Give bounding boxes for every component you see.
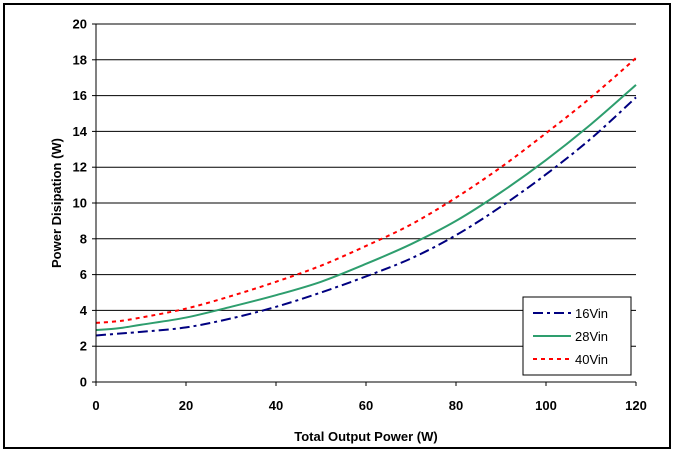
x-tick-label-2: 40 [269,398,283,413]
y-tick-label-3: 6 [80,267,87,282]
y-tick-label-9: 18 [73,52,87,67]
legend-label-40Vin: 40Vin [575,352,608,367]
y-tick-label-8: 16 [73,88,87,103]
y-tick-label-6: 12 [73,160,87,175]
y-tick-label-0: 0 [80,375,87,390]
axes [92,23,637,386]
y-tick-label-2: 4 [80,303,88,318]
y-tick-label-10: 20 [73,17,87,32]
x-tick-label-4: 80 [449,398,463,413]
x-tick-label-0: 0 [92,398,99,413]
x-tick-label-5: 100 [535,398,557,413]
y-axis-label: Power Disipation (W) [49,138,64,268]
series-layer [95,57,637,337]
legend: 16Vin 28Vin 40Vin [522,296,632,376]
y-tick-label-1: 2 [80,339,87,354]
series-line-16Vin [95,96,637,337]
legend-label-16Vin: 16Vin [575,306,608,321]
x-axis-label: Total Output Power (W) [294,429,437,444]
gridlines [96,23,636,347]
y-tick-label-4: 8 [80,231,87,246]
y-tick-label-5: 10 [73,196,87,211]
x-tick-label-1: 20 [179,398,193,413]
y-tick-label-7: 14 [73,124,88,139]
series-line-40Vin [95,57,637,324]
x-tick-label-3: 60 [359,398,373,413]
tick-labels: 0 2 4 6 8 10 12 14 16 18 20 0 20 40 60 80 100 120 [73,17,647,414]
x-tick-label-6: 120 [625,398,647,413]
legend-label-28Vin: 28Vin [575,329,608,344]
series-line-28Vin [95,84,637,332]
